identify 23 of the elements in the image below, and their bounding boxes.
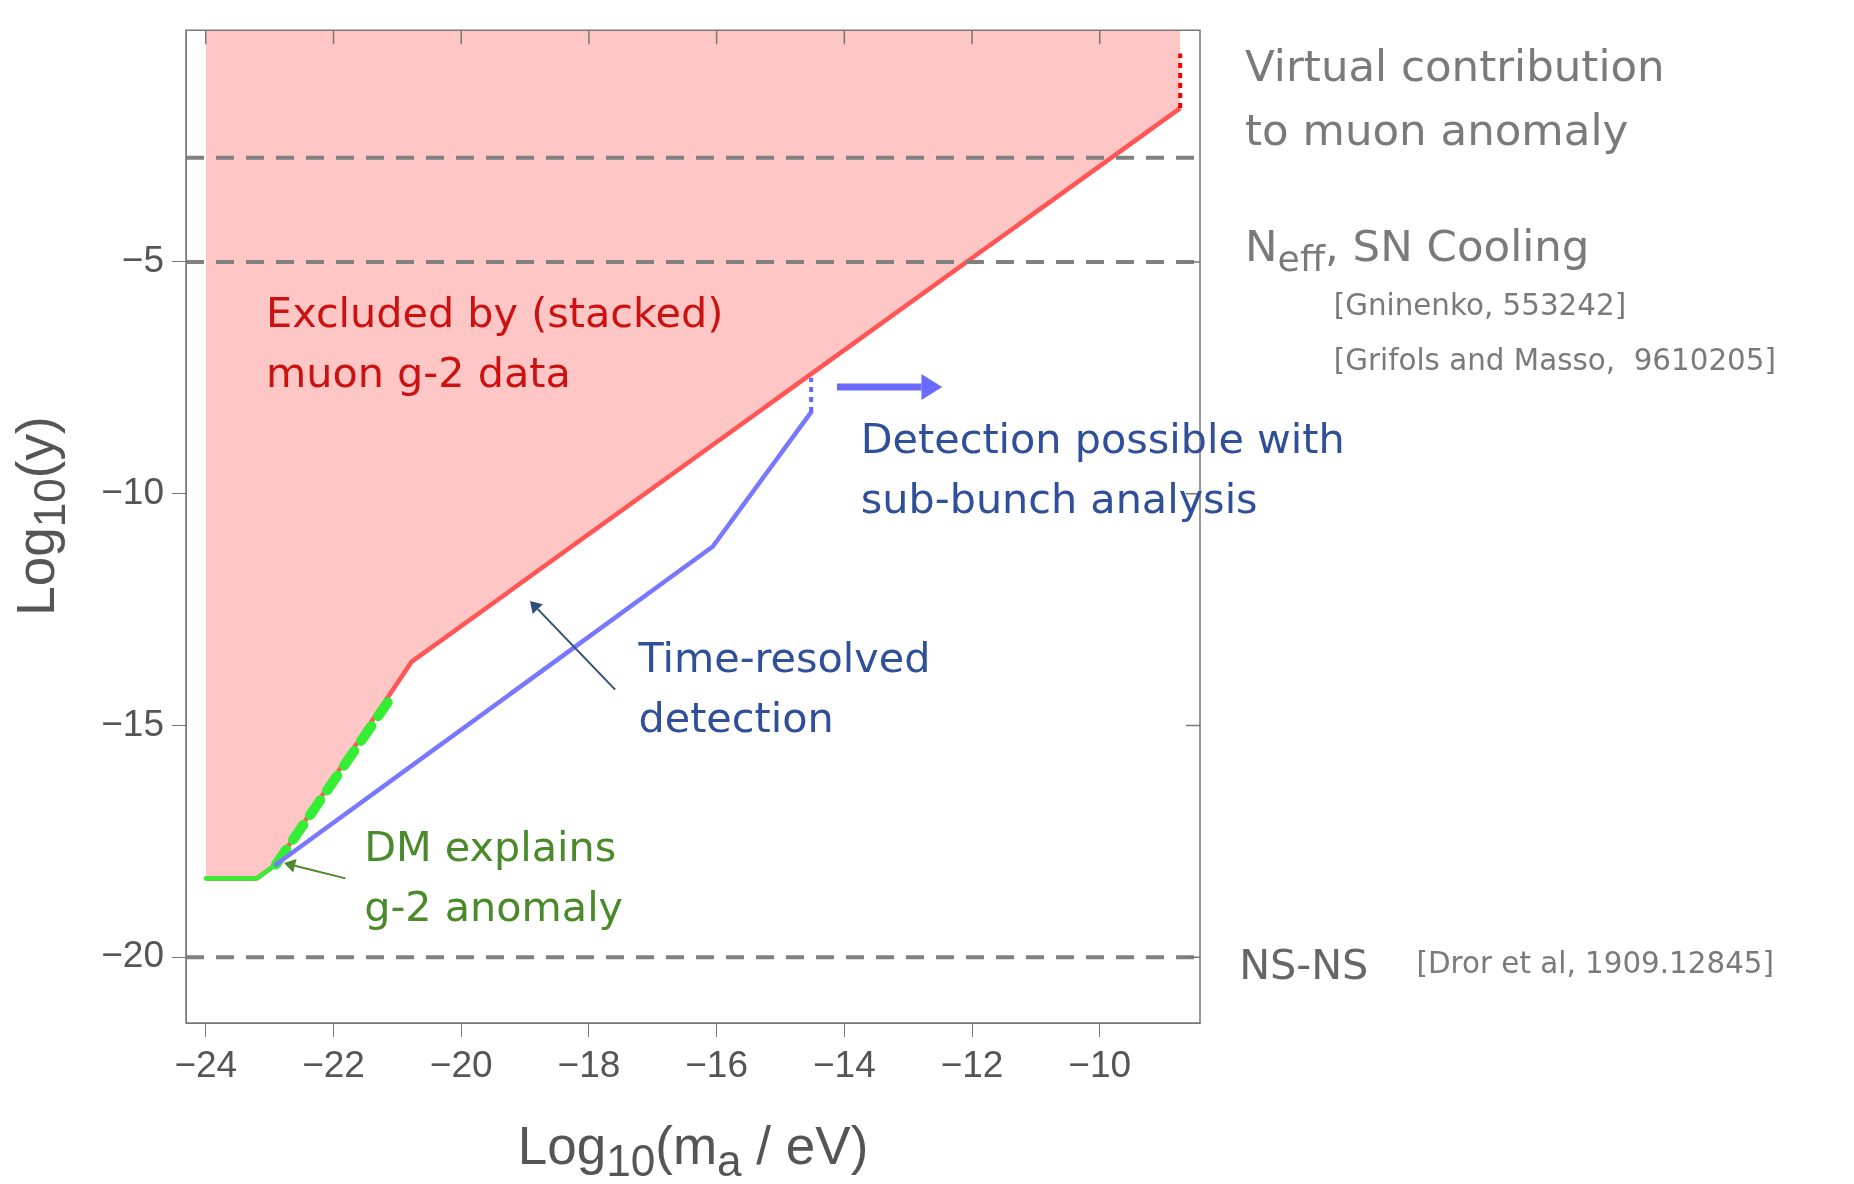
text: NS-NS <box>1239 940 1369 992</box>
x-tick-label: −22 <box>302 1044 365 1086</box>
x-tick-label: −24 <box>174 1044 238 1086</box>
text: [Dror et al, 1909.12845] <box>1416 945 1774 983</box>
annotation: DM explains g-2 anomaly <box>364 822 624 934</box>
x-tick-label: −14 <box>812 1044 876 1086</box>
x-tick-label: −20 <box>429 1044 493 1086</box>
annotation: Time-resolved detection <box>638 633 931 744</box>
y-tick-label: −5 <box>121 239 164 281</box>
y-tick-label: −20 <box>101 934 164 976</box>
x-tick-label: −12 <box>940 1044 1004 1086</box>
x-axis-title: Log$_{10}$(m$_{a}$ / eV) <box>517 1115 869 1184</box>
text: N$_{eff}$, SN Cooling <box>1245 220 1590 282</box>
x-tick-label: −18 <box>557 1044 621 1086</box>
text: [Grifols and Masso, 9610205] <box>1333 342 1776 380</box>
annotation: Detection possible with sub-bunch analysis <box>860 414 1345 526</box>
x-tick-label: −16 <box>685 1044 749 1086</box>
y-tick-label: −10 <box>101 470 164 512</box>
text: Virtual contribution to muon anomaly <box>1245 40 1665 157</box>
annotation: Excluded by (stacked) muon g-2 data <box>266 287 724 399</box>
x-tick-label: −10 <box>1068 1044 1132 1086</box>
text: [Gninenko, 553242] <box>1333 286 1627 324</box>
y-tick-label: −15 <box>101 702 164 744</box>
